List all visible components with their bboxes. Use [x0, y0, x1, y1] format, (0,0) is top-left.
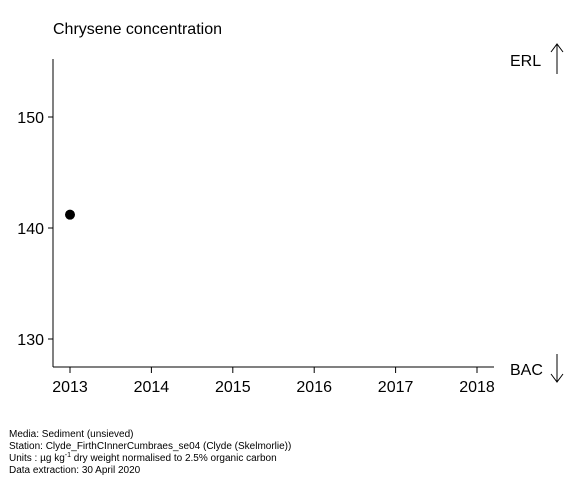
footer-media: Media: Sediment (unsieved) — [9, 429, 134, 440]
footer-station: Station: Clyde_FirthCInnerCumbraes_se04 … — [9, 441, 291, 452]
y-tick-label: 130 — [17, 332, 44, 349]
data-point — [65, 209, 75, 220]
bac-label: BAC — [510, 362, 543, 379]
y-tick-label: 150 — [17, 110, 44, 127]
footer-units-sup: -1 — [65, 452, 71, 459]
footer-units-suffix: dry weight normalised to 2.5% organic ca… — [71, 453, 277, 464]
x-tick-label: 2016 — [296, 379, 332, 396]
footer-units: Units : µg kg-1 dry weight normalised to… — [9, 452, 277, 464]
chart-title: Chrysene concentration — [53, 21, 222, 38]
x-tick-label: 2013 — [52, 379, 88, 396]
x-tick-label: 2018 — [459, 379, 495, 396]
up-arrow-icon — [550, 43, 564, 74]
x-ticks: 2013 2014 2015 2016 2017 2018 — [52, 367, 495, 396]
x-tick-label: 2017 — [378, 379, 414, 396]
x-tick-label: 2014 — [134, 379, 170, 396]
x-tick-label: 2015 — [215, 379, 251, 396]
y-ticks: 130 140 150 — [17, 110, 53, 349]
erl-label: ERL — [510, 53, 541, 70]
data-points — [65, 209, 75, 220]
y-tick-label: 140 — [17, 221, 44, 238]
footer-extraction: Data extraction: 30 April 2020 — [9, 465, 141, 476]
footer-units-prefix: Units : µg kg — [9, 453, 65, 464]
down-arrow-icon — [550, 354, 564, 383]
